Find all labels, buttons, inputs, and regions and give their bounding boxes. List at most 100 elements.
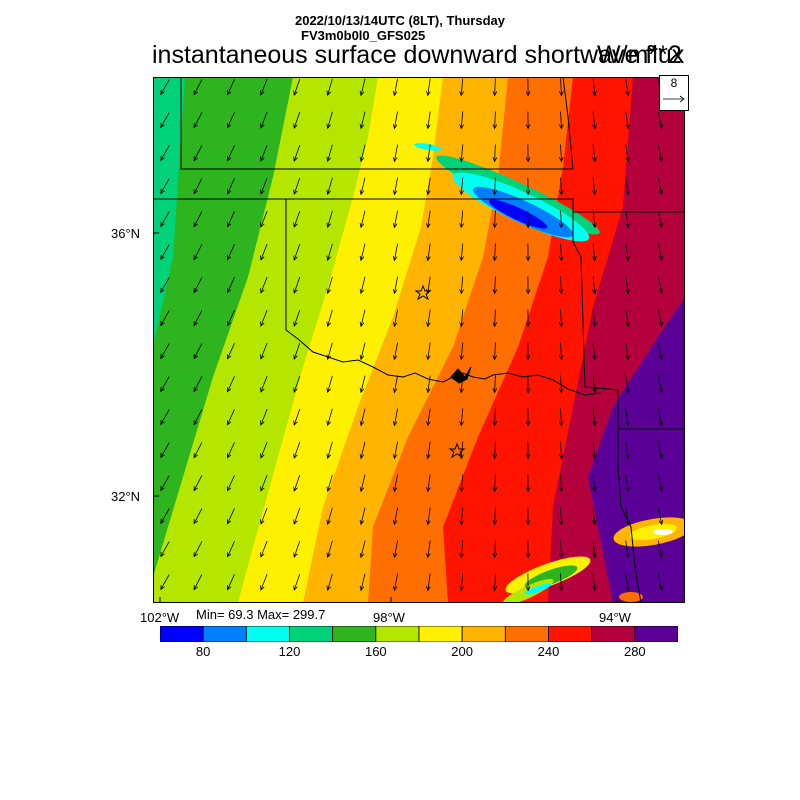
state-boundaries [153,77,685,603]
wind-vector-head [260,354,265,360]
wind-vector [193,79,203,95]
wind-vector-head [359,420,365,427]
wind-vector [227,244,235,260]
wind-vector-head [392,354,398,361]
wind-vector [560,474,562,492]
wind-vector [560,276,562,294]
wind-vector [460,144,464,162]
wind-vector-head [492,553,498,559]
wind-vector-head [326,156,331,163]
wind-vector-head [392,189,398,196]
wind-vector [460,309,464,327]
wind-vector [160,409,170,425]
wind-vector-head [326,387,331,394]
wind-vector [394,78,398,96]
ok-ks-border [153,198,685,213]
wind-vector-head [260,288,265,294]
wind-vector-head [426,156,431,163]
wind-vector [160,79,170,95]
wind-vector [327,540,333,558]
wind-vector-head [658,321,664,328]
wind-vector-head [193,321,198,327]
wind-vector [360,210,366,228]
wind-vector [293,243,301,261]
wind-vector [394,375,398,393]
wind-vector [494,540,496,558]
wind-vector-head [592,355,597,361]
colorbar-box [245,626,290,642]
wind-vector [592,309,596,327]
wind-vector-head [293,585,298,591]
wind-vector-head [193,255,198,261]
wind-vector [427,507,431,525]
wind-vector [592,474,596,492]
wind-vector [260,573,268,591]
wind-vector-head [459,454,464,460]
wind-vector-head [459,586,464,592]
wind-vector [193,310,203,326]
wind-vector [592,210,596,228]
wind-vector [293,144,301,162]
lat-label-32n: 32°N [111,489,141,504]
wind-vector-head [525,553,531,559]
wind-vector-head [625,222,630,229]
wind-vector [327,78,333,96]
wind-vector-head [558,520,564,526]
colorbar-label: 280 [623,644,646,659]
wind-vector-head [492,322,498,328]
wind-vector-head [459,322,464,328]
wind-vector [560,342,562,360]
wind-vector [227,376,235,392]
wind-vector [193,277,203,293]
wind-vector [227,178,235,194]
wind-vector [227,112,235,128]
wind-vector-head [426,420,431,427]
wind-vector [427,342,431,360]
wind-vector-head [492,289,498,295]
wind-vector [193,112,203,128]
wind-vector [460,408,464,426]
wind-vector-head [359,255,365,262]
wind-vector-head [592,91,597,97]
wind-vector [657,111,663,129]
wind-vector-head [392,90,398,97]
wind-vector [560,309,562,327]
wind-vector-head [160,518,165,525]
wind-vector-head [193,387,198,393]
wind-vector [657,276,663,294]
model-title: FV3m0b0l0_GFS025 [301,28,426,43]
wind-vector [193,574,203,590]
wind-vector-head [160,155,165,162]
wind-vector-head [392,222,398,229]
wind-vector [427,144,431,162]
ar-la-border [584,386,685,430]
wind-vector [260,144,268,162]
wind-vector [657,243,663,261]
wind-vector-head [558,256,564,262]
wind-vector [460,243,464,261]
wind-vector [227,541,235,557]
colorbar-box [375,626,420,642]
wind-vector [657,408,663,426]
wind-vector-head [260,585,265,591]
lon-label-94w: 94°W [599,610,631,625]
wind-vector [260,78,268,96]
colorbar-label: 240 [537,644,560,659]
wind-vector-head [260,486,265,492]
wind-vector [494,144,496,162]
wind-vector-head [426,585,431,592]
wind-vector [293,342,301,360]
wind-vector-head [326,354,331,361]
wind-vector [293,474,301,492]
wind-vector [460,474,464,492]
wind-vector-head [625,486,630,493]
wind-vector [260,540,268,558]
wind-vector [427,573,431,591]
wind-vector-head [227,387,232,393]
wind-vector-head [160,452,165,459]
wind-vector [460,507,464,525]
wind-vector [160,376,170,392]
colorbar-label: 120 [278,644,301,659]
wind-vector-head [625,354,630,361]
wind-vector-head [592,487,597,493]
